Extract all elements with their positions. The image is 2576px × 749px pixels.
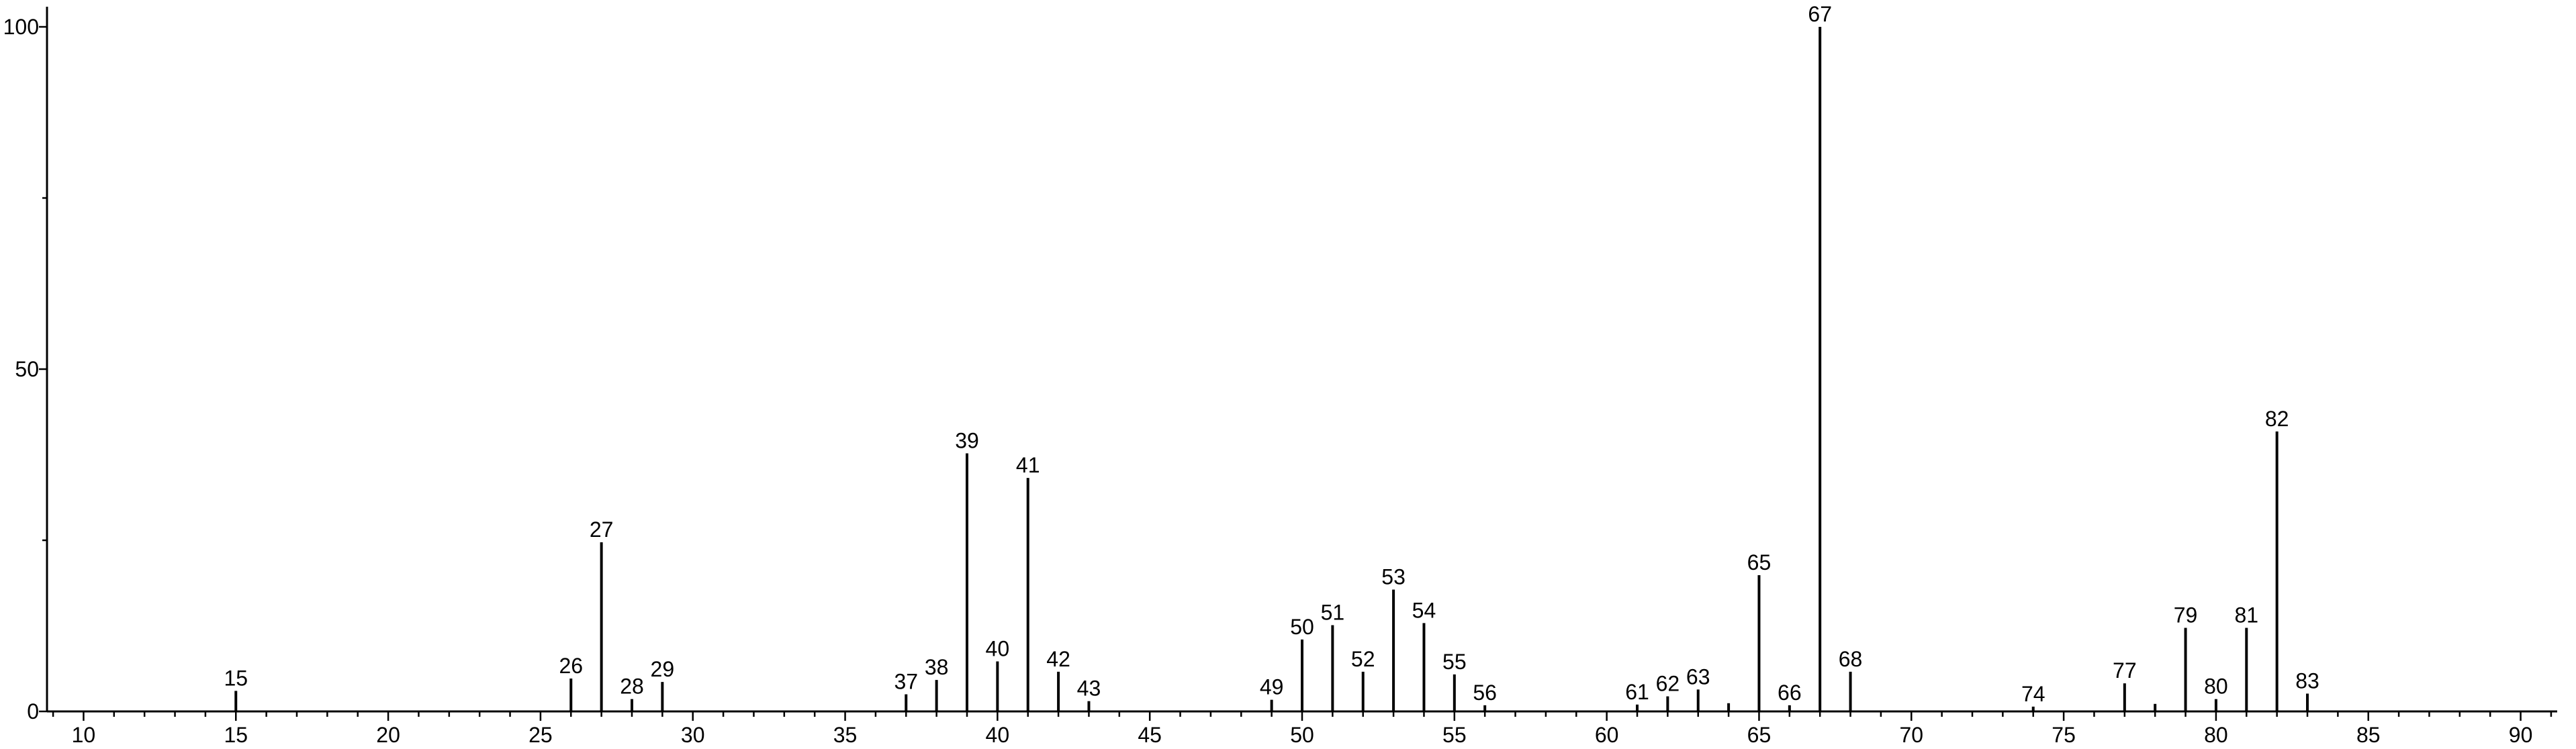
x-tick-label: 55 xyxy=(1442,723,1467,747)
peak-label: 53 xyxy=(1381,564,1406,589)
peak-label: 55 xyxy=(1442,650,1467,674)
x-tick-label: 35 xyxy=(833,723,858,747)
y-axis-ticks: 0 50 100 xyxy=(3,15,47,723)
x-axis-ticks: 10 15 20 25 30 35 40 45 50 55 60 65 70 75 80 85 90 xyxy=(52,711,2552,747)
peak-label: 61 xyxy=(1625,680,1649,704)
peak-label: 74 xyxy=(2021,682,2045,706)
peak-label: 43 xyxy=(1077,677,1101,701)
peak-label: 50 xyxy=(1290,615,1314,639)
peak-label: 68 xyxy=(1839,647,1863,671)
x-tick-label: 15 xyxy=(224,723,248,747)
peak-label: 41 xyxy=(1016,453,1040,477)
peak-label: 83 xyxy=(2295,668,2319,693)
x-tick-label: 65 xyxy=(1747,723,1772,747)
x-tick-label: 70 xyxy=(1899,723,1923,747)
peak-label: 15 xyxy=(224,666,248,690)
peak-label: 38 xyxy=(925,655,949,679)
peak-label: 66 xyxy=(1778,681,1802,705)
peak-label: 79 xyxy=(2174,603,2198,628)
peak-label: 39 xyxy=(955,428,979,452)
y-tick-label: 100 xyxy=(3,15,39,39)
x-tick-label: 75 xyxy=(2052,723,2076,747)
peak-label: 82 xyxy=(2265,407,2289,431)
peak-label: 65 xyxy=(1747,550,1772,575)
x-tick-label: 60 xyxy=(1595,723,1619,747)
peak-label: 52 xyxy=(1351,647,1375,671)
peak-label: 81 xyxy=(2234,603,2258,628)
x-tick-label: 30 xyxy=(681,723,705,747)
peak-label: 28 xyxy=(620,675,644,699)
peak-label: 49 xyxy=(1260,675,1284,699)
x-tick-label: 85 xyxy=(2356,723,2381,747)
x-tick-label: 50 xyxy=(1290,723,1314,747)
y-tick-label: 0 xyxy=(27,699,39,723)
x-tick-label: 10 xyxy=(72,723,96,747)
peak-label: 27 xyxy=(590,517,614,542)
peak-label: 51 xyxy=(1321,600,1345,624)
peak-label: 67 xyxy=(1808,2,1832,26)
x-tick-label: 80 xyxy=(2204,723,2228,747)
peak-series xyxy=(234,27,2309,711)
peak-label: 56 xyxy=(1473,681,1497,705)
x-tick-label: 45 xyxy=(1138,723,1162,747)
x-tick-label: 25 xyxy=(528,723,553,747)
peak-label: 54 xyxy=(1412,598,1436,622)
y-tick-label: 50 xyxy=(15,357,39,381)
x-tick-label: 90 xyxy=(2509,723,2533,747)
peak-label: 29 xyxy=(651,657,675,681)
peak-label: 80 xyxy=(2204,675,2228,699)
peak-label: 62 xyxy=(1656,672,1680,696)
x-tick-label: 40 xyxy=(986,723,1010,747)
peak-label: 37 xyxy=(894,670,918,694)
peak-label: 42 xyxy=(1046,647,1070,671)
peak-label: 26 xyxy=(559,654,583,678)
peak-label: 77 xyxy=(2113,658,2137,683)
peak-label: 63 xyxy=(1686,664,1710,689)
peak-label: 40 xyxy=(986,637,1010,661)
x-tick-label: 20 xyxy=(376,723,400,747)
